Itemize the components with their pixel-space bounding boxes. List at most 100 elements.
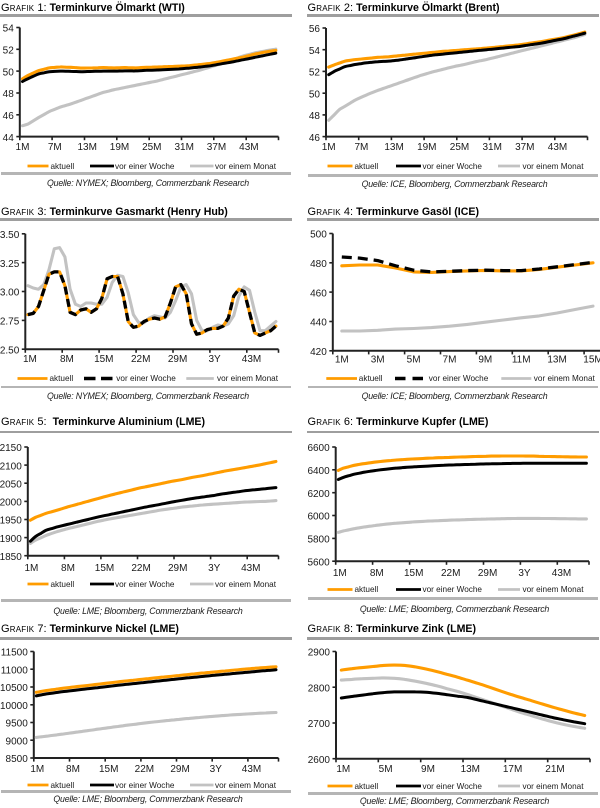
svg-text:37M: 37M	[515, 142, 534, 153]
svg-text:2000: 2000	[0, 498, 22, 509]
svg-text:3.00: 3.00	[0, 288, 20, 299]
svg-text:54: 54	[3, 24, 15, 35]
svg-text:43M: 43M	[242, 764, 261, 775]
svg-text:8M: 8M	[60, 354, 74, 365]
svg-text:44: 44	[3, 133, 15, 144]
svg-text:2.75: 2.75	[0, 317, 20, 328]
svg-text:13M: 13M	[461, 764, 480, 775]
svg-text:6400: 6400	[307, 466, 330, 477]
svg-text:10000: 10000	[0, 701, 28, 712]
svg-text:46: 46	[3, 111, 15, 122]
svg-text:43M: 43M	[241, 563, 260, 574]
svg-text:6200: 6200	[307, 489, 330, 500]
svg-text:11000: 11000	[1, 666, 29, 677]
svg-text:3.25: 3.25	[0, 259, 20, 270]
svg-text:3Y: 3Y	[208, 563, 221, 574]
svg-text:2600: 2600	[308, 755, 331, 766]
svg-text:460: 460	[310, 288, 327, 299]
svg-text:8M: 8M	[66, 764, 80, 775]
svg-text:9500: 9500	[6, 719, 29, 730]
svg-text:9M: 9M	[421, 764, 435, 775]
svg-text:19M: 19M	[417, 142, 436, 153]
svg-text:15M: 15M	[99, 764, 118, 775]
svg-text:1M: 1M	[322, 142, 336, 153]
svg-text:31M: 31M	[174, 142, 193, 153]
svg-text:15M: 15M	[583, 355, 600, 366]
svg-text:2900: 2900	[308, 648, 331, 659]
svg-text:9000: 9000	[6, 737, 29, 748]
svg-text:25M: 25M	[142, 142, 161, 153]
svg-text:1M: 1M	[335, 355, 349, 366]
svg-text:5M: 5M	[379, 764, 393, 775]
svg-text:17M: 17M	[503, 764, 522, 775]
svg-text:29M: 29M	[168, 563, 187, 574]
svg-text:8M: 8M	[61, 563, 75, 574]
svg-text:2100: 2100	[0, 461, 22, 472]
svg-text:13M: 13M	[384, 142, 403, 153]
svg-text:10500: 10500	[0, 683, 28, 694]
svg-text:15M: 15M	[404, 568, 423, 579]
svg-text:48: 48	[309, 111, 321, 122]
svg-text:1850: 1850	[0, 552, 22, 563]
svg-text:29M: 29M	[168, 354, 187, 365]
svg-text:54: 54	[309, 46, 321, 57]
svg-text:6600: 6600	[307, 443, 330, 454]
svg-text:22M: 22M	[131, 354, 150, 365]
svg-text:56: 56	[309, 24, 321, 35]
svg-text:22M: 22M	[131, 563, 150, 574]
svg-text:52: 52	[309, 68, 321, 79]
svg-text:46: 46	[309, 133, 321, 144]
svg-text:13M: 13M	[77, 142, 96, 153]
svg-text:11M: 11M	[512, 355, 531, 366]
svg-text:7M: 7M	[443, 355, 457, 366]
svg-text:420: 420	[310, 347, 327, 358]
svg-text:5M: 5M	[407, 355, 421, 366]
svg-text:2700: 2700	[308, 719, 331, 730]
svg-text:1M: 1M	[23, 354, 37, 365]
svg-text:2150: 2150	[0, 443, 22, 454]
svg-text:48: 48	[3, 89, 15, 100]
svg-text:3Y: 3Y	[210, 764, 223, 775]
svg-text:5800: 5800	[307, 535, 330, 546]
svg-text:1M: 1M	[24, 563, 38, 574]
svg-text:1M: 1M	[336, 764, 350, 775]
svg-text:15M: 15M	[94, 354, 113, 365]
svg-text:3.50: 3.50	[0, 230, 20, 241]
svg-text:50: 50	[3, 67, 15, 78]
svg-text:22M: 22M	[441, 568, 460, 579]
svg-text:1950: 1950	[0, 516, 22, 527]
svg-text:1M: 1M	[30, 764, 44, 775]
svg-text:2.50: 2.50	[0, 345, 20, 356]
svg-text:5600: 5600	[307, 557, 330, 568]
svg-text:1M: 1M	[333, 568, 347, 579]
svg-text:7M: 7M	[354, 142, 368, 153]
svg-text:31M: 31M	[482, 142, 501, 153]
svg-text:13M: 13M	[547, 355, 566, 366]
svg-text:2800: 2800	[308, 683, 331, 694]
svg-text:1900: 1900	[0, 534, 22, 545]
svg-text:8500: 8500	[6, 754, 29, 765]
svg-text:8M: 8M	[370, 568, 384, 579]
svg-text:50: 50	[309, 89, 321, 100]
svg-text:22M: 22M	[135, 764, 154, 775]
svg-text:37M: 37M	[207, 142, 226, 153]
svg-text:21M: 21M	[545, 764, 564, 775]
svg-text:1M: 1M	[16, 142, 30, 153]
svg-text:19M: 19M	[110, 142, 129, 153]
svg-text:440: 440	[310, 318, 327, 329]
svg-text:2050: 2050	[0, 479, 22, 490]
svg-text:43M: 43M	[242, 354, 261, 365]
svg-text:3M: 3M	[371, 355, 385, 366]
svg-text:500: 500	[310, 230, 327, 241]
svg-text:52: 52	[3, 46, 15, 57]
svg-text:9M: 9M	[478, 355, 492, 366]
svg-text:43M: 43M	[548, 142, 567, 153]
svg-text:25M: 25M	[450, 142, 469, 153]
svg-text:7M: 7M	[48, 142, 62, 153]
svg-text:43M: 43M	[552, 568, 571, 579]
svg-text:3Y: 3Y	[208, 354, 221, 365]
svg-text:15M: 15M	[95, 563, 114, 574]
svg-text:3Y: 3Y	[518, 568, 531, 579]
svg-text:43M: 43M	[239, 142, 258, 153]
svg-text:6000: 6000	[307, 512, 330, 523]
